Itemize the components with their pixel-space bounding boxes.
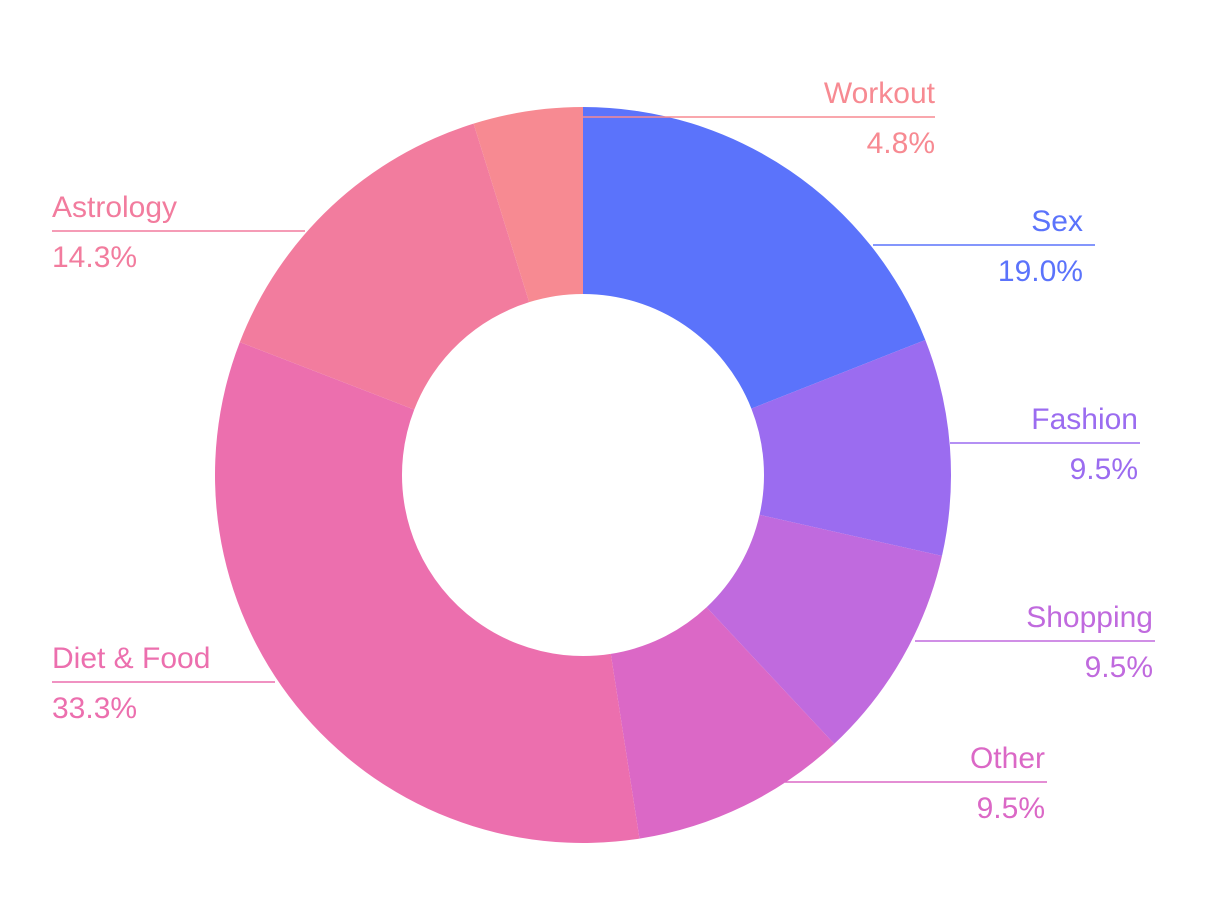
donut-slice bbox=[706, 514, 942, 744]
slice-label: Sex bbox=[1031, 205, 1083, 238]
donut-slice bbox=[610, 607, 835, 839]
donut-slice bbox=[583, 107, 926, 409]
slice-value-label: 14.3% bbox=[52, 241, 137, 274]
slice-label: Diet & Food bbox=[52, 642, 210, 675]
donut-slice bbox=[473, 107, 583, 303]
slice-label: Shopping bbox=[1026, 601, 1153, 634]
slice-value-label: 9.5% bbox=[977, 792, 1045, 825]
slice-value-label: 9.5% bbox=[1085, 651, 1153, 684]
slice-value-label: 9.5% bbox=[1070, 453, 1138, 486]
donut-slice bbox=[215, 342, 640, 843]
slice-value-label: 4.8% bbox=[867, 127, 935, 160]
slice-label: Workout bbox=[824, 77, 936, 110]
slice-label: Other bbox=[970, 742, 1045, 775]
donut-slice bbox=[239, 123, 530, 410]
slice-value-label: 33.3% bbox=[52, 692, 137, 725]
slice-label: Fashion bbox=[1031, 403, 1138, 436]
slice-value-label: 19.0% bbox=[998, 255, 1083, 288]
slice-label: Astrology bbox=[52, 191, 177, 224]
donut-slice bbox=[751, 339, 951, 556]
